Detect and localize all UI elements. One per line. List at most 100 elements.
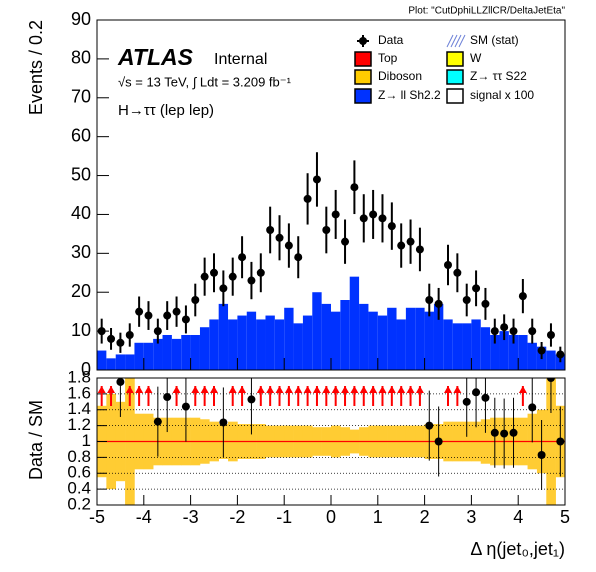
stack-bar — [349, 276, 360, 370]
overflow-arrow-head — [518, 386, 527, 393]
overflow-arrow-head — [256, 386, 265, 393]
x-tick-label: 0 — [326, 507, 336, 527]
overflow-arrow-head — [275, 386, 284, 393]
ratio-point — [481, 393, 490, 402]
legend-marker — [354, 88, 372, 104]
y-tick-label: 1.6 — [67, 383, 91, 402]
x-tick-label: -3 — [183, 507, 199, 527]
ratio-point — [546, 378, 555, 382]
ratio-point — [462, 397, 471, 406]
data-point — [172, 307, 181, 316]
y-tick-label: 70 — [71, 87, 91, 107]
data-point — [425, 296, 434, 304]
stack-bar — [508, 335, 519, 370]
process-label: H→ττ (lep lep) — [118, 102, 214, 119]
overflow-arrow-head — [387, 386, 396, 393]
stack-bar — [387, 307, 397, 370]
data-point — [528, 327, 537, 336]
overflow-arrow-head — [312, 386, 321, 393]
data-point — [210, 268, 218, 277]
x-tick-label: 1 — [373, 507, 383, 527]
legend-marker — [446, 88, 464, 104]
stack-bar — [312, 292, 322, 370]
y-tick-label: 0 — [81, 359, 91, 379]
data-point — [378, 214, 387, 223]
legend-marker — [446, 69, 464, 85]
data-point — [153, 327, 162, 336]
data-point — [294, 253, 303, 262]
data-point — [191, 296, 200, 304]
stack-bar — [405, 307, 416, 370]
x-tick-label: 4 — [513, 507, 523, 527]
overflow-arrow-head — [200, 386, 209, 393]
stack-bar — [97, 350, 107, 370]
stack-bar — [246, 311, 257, 370]
data-point — [331, 210, 340, 219]
overflow-arrow-head — [294, 386, 303, 393]
stack-bar — [424, 311, 434, 370]
data-point — [397, 241, 406, 250]
plot-label: Plot: "CutDphiLLZllCR/DeltaJetEta" — [408, 6, 565, 17]
legend-label: signal x 100 — [470, 88, 534, 102]
ratio-point — [509, 428, 518, 437]
data-point — [359, 214, 368, 223]
stack-bar — [190, 335, 200, 370]
stack-bar — [443, 319, 453, 370]
data-point — [518, 292, 527, 301]
stack-bar — [115, 354, 126, 370]
x-tick-label: -5 — [89, 507, 105, 527]
stack-bar — [499, 331, 509, 370]
data-point — [116, 338, 125, 347]
stack-bar — [256, 319, 266, 370]
y-tick-label: 20 — [71, 281, 91, 301]
data-point — [444, 261, 452, 269]
data-point — [125, 331, 134, 339]
stack-bar — [143, 342, 154, 370]
ratio-y-axis-label: Data / SM — [26, 400, 46, 480]
ratio-point — [163, 393, 172, 402]
ratio-point — [537, 450, 546, 459]
stack-bar — [471, 319, 481, 370]
ratio-point — [247, 395, 256, 404]
ratio-point — [425, 421, 434, 430]
stack-bar — [237, 315, 247, 370]
overflow-arrow-head — [191, 386, 200, 393]
overflow-arrow-head — [210, 386, 218, 393]
legend-marker — [458, 34, 466, 48]
data-point — [312, 175, 321, 184]
stack-bar — [546, 350, 556, 370]
ratio-point — [500, 429, 509, 438]
overflow-arrow-head — [266, 386, 275, 393]
ratio-point — [556, 437, 565, 446]
stack-bar — [480, 327, 491, 370]
overflow-arrow-head — [378, 386, 387, 393]
overflow-arrow-head — [341, 386, 350, 393]
x-tick-label: -1 — [276, 507, 292, 527]
data-point — [369, 210, 378, 219]
stack-bar — [490, 335, 500, 370]
y-tick-label: 1.4 — [67, 399, 91, 418]
stack-bar — [199, 327, 210, 370]
x-tick-label: -2 — [229, 507, 245, 527]
data-point — [219, 284, 228, 293]
data-point — [500, 323, 509, 332]
overflow-arrow-head — [228, 386, 237, 393]
overflow-arrow-head — [453, 386, 462, 393]
stack-bar — [218, 303, 229, 370]
data-point — [472, 284, 481, 293]
y-tick-label: 1 — [82, 431, 91, 450]
overflow-arrow-head — [172, 386, 181, 393]
data-point — [275, 233, 284, 242]
overflow-arrow-head — [144, 386, 153, 393]
stack-bar — [377, 315, 388, 370]
data-point — [350, 183, 359, 192]
stack-bar — [125, 354, 135, 370]
data-point — [546, 331, 555, 339]
stack-bar — [462, 323, 472, 370]
ratio-point — [490, 428, 499, 437]
overflow-arrow-head — [284, 386, 293, 393]
legend-label: Top — [378, 51, 398, 65]
legend-marker — [446, 51, 464, 67]
data-point — [266, 226, 275, 234]
legend-marker — [446, 34, 454, 48]
